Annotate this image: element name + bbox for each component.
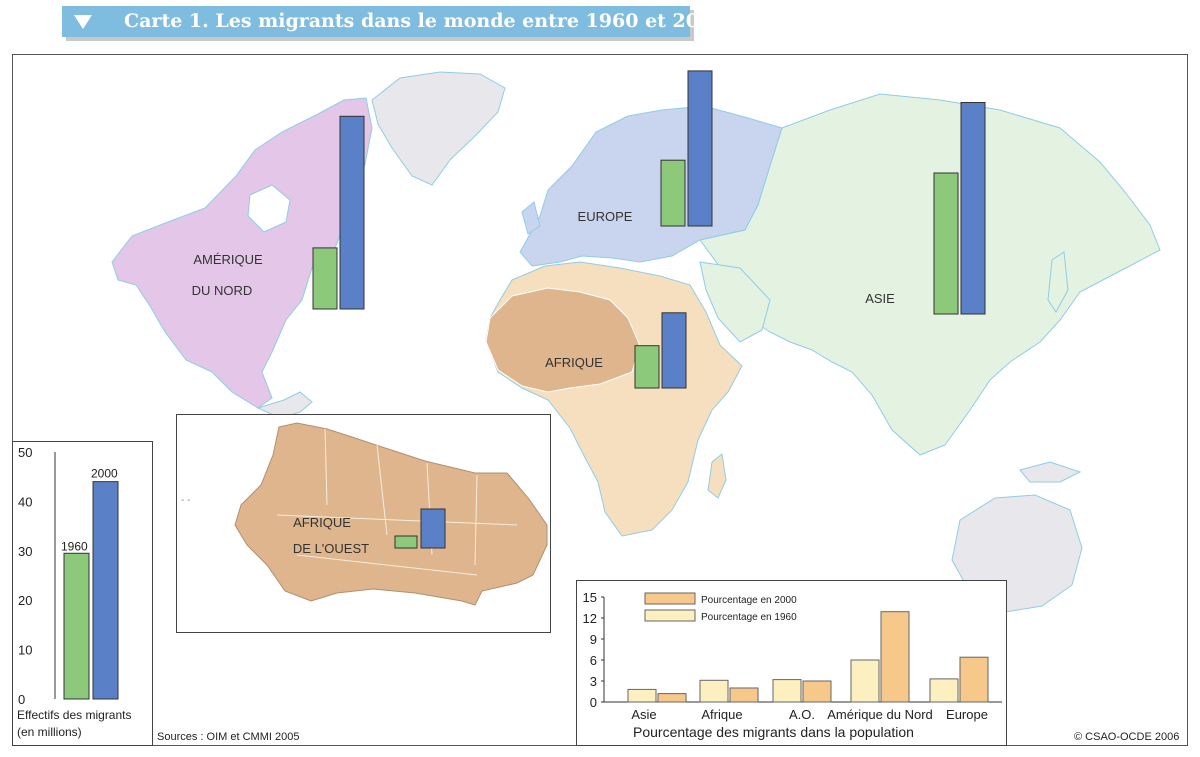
arabia-shape	[699, 261, 771, 343]
west-africa-shape	[485, 287, 641, 393]
japan-shape	[1047, 251, 1069, 313]
pct-bar-2000	[802, 680, 832, 703]
region-label-afrique-ouest-line2: DE L'OUEST	[293, 541, 369, 556]
map-title-band: Carte 1. Les migrants dans le monde entr…	[62, 6, 725, 37]
scale-tick-label: 40	[18, 494, 32, 509]
scale-tick-label: 0	[18, 692, 25, 707]
madagascar-shape	[707, 453, 727, 499]
scale-legend-box: 50 40 30 20 10 0 1960 2000 Effectifs des migran…	[12, 441, 153, 746]
pct-y-tick-label: 6	[590, 653, 597, 668]
pct-y-tick-label: 3	[590, 674, 597, 689]
percentage-chart-box: Pourcentage en 2000 Pourcentage en 1960 …	[576, 580, 1007, 746]
pct-bar-2000	[880, 611, 910, 703]
pct-y-tick-label: 15	[583, 590, 597, 605]
bar-1960-asie	[933, 172, 959, 315]
pct-bar-1960	[772, 679, 802, 703]
bar-1960-amerique-du-nord	[312, 247, 338, 310]
scale-tick-label: 30	[18, 544, 32, 559]
west-africa-inset-map: - - AFRIQUE DE L'OUEST	[181, 422, 548, 606]
pct-category-label: Europe	[946, 707, 988, 722]
scale-label-2000: 2000	[91, 467, 118, 481]
british-isles-shape	[521, 201, 541, 235]
region-label-europe: EUROPE	[578, 209, 633, 224]
scale-caption-line1: Effectifs des migrants	[17, 708, 132, 722]
scale-tick-label: 10	[18, 643, 32, 658]
bar-2000-afrique-ouest	[420, 508, 446, 549]
west-africa-inset: - - AFRIQUE DE L'OUEST	[176, 414, 551, 633]
cape-verde-dashes: - -	[181, 495, 190, 506]
bar-2000-afrique	[661, 312, 687, 389]
pct-bar-2000	[959, 656, 989, 703]
pct-x-axis-title: Pourcentage des migrants dans la populat…	[633, 724, 914, 740]
greenland-shape	[371, 71, 506, 186]
legend-swatch-2000	[644, 592, 696, 605]
pct-y-tick-label: 9	[590, 632, 597, 647]
west-africa-inset-shape	[234, 422, 548, 606]
copyright-note: © CSAO-OCDE 2006	[1074, 731, 1180, 743]
bar-1960-europe	[660, 159, 686, 227]
legend-label-2000: Pourcentage en 2000	[701, 595, 797, 606]
legend-label-1960: Pourcentage en 1960	[701, 612, 797, 623]
pct-bar-2000	[729, 687, 759, 703]
pct-bar-1960	[850, 659, 880, 703]
pct-category-label: A.O.	[789, 707, 815, 722]
bar-2000-amerique-du-nord	[339, 115, 365, 310]
sources-note: Sources : OIM et CMMI 2005	[157, 731, 300, 743]
scale-tick-label: 50	[18, 445, 32, 460]
north-america-shape	[111, 97, 373, 409]
map-title: Carte 1. Les migrants dans le monde entr…	[124, 10, 726, 32]
scale-bar-2000	[92, 481, 119, 700]
pct-y-tick-label: 12	[583, 611, 597, 626]
bar-2000-europe	[687, 70, 713, 227]
scale-bar-1960	[63, 552, 90, 700]
pct-bar-1960	[699, 679, 729, 703]
bar-1960-afrique-ouest	[394, 535, 418, 549]
pct-category-label: Amérique du Nord	[827, 707, 933, 722]
scale-label-1960: 1960	[61, 539, 88, 553]
percentage-bar-chart: Pourcentage en 2000 Pourcentage en 1960 …	[583, 590, 1002, 722]
legend-swatch-1960	[644, 609, 696, 622]
pct-bar-1960	[929, 678, 959, 703]
scale-caption-line2: (en millions)	[17, 725, 82, 739]
pct-category-label: Asie	[631, 707, 656, 722]
hudson-bay-shape	[247, 184, 291, 233]
pct-bar-2000	[657, 693, 687, 703]
bar-2000-asie	[960, 102, 986, 315]
region-label-asie: ASIE	[865, 291, 895, 306]
pct-category-label: Afrique	[701, 707, 742, 722]
region-label-amerique-nord-line2: DU NORD	[192, 283, 253, 298]
scale-legend-chart: 50 40 30 20 10 0 1960 2000	[18, 445, 119, 707]
bar-1960-afrique	[634, 345, 660, 389]
scale-tick-label: 20	[18, 593, 32, 608]
region-label-afrique-ouest-line1: AFRIQUE	[293, 515, 351, 530]
collapse-triangle-icon[interactable]	[74, 15, 92, 29]
region-label-afrique: AFRIQUE	[545, 355, 603, 370]
region-label-amerique-nord-line1: AMÉRIQUE	[193, 252, 263, 267]
pct-bar-1960	[627, 688, 657, 703]
new-guinea-shape	[1019, 461, 1082, 483]
pct-y-tick-label: 0	[590, 695, 597, 710]
